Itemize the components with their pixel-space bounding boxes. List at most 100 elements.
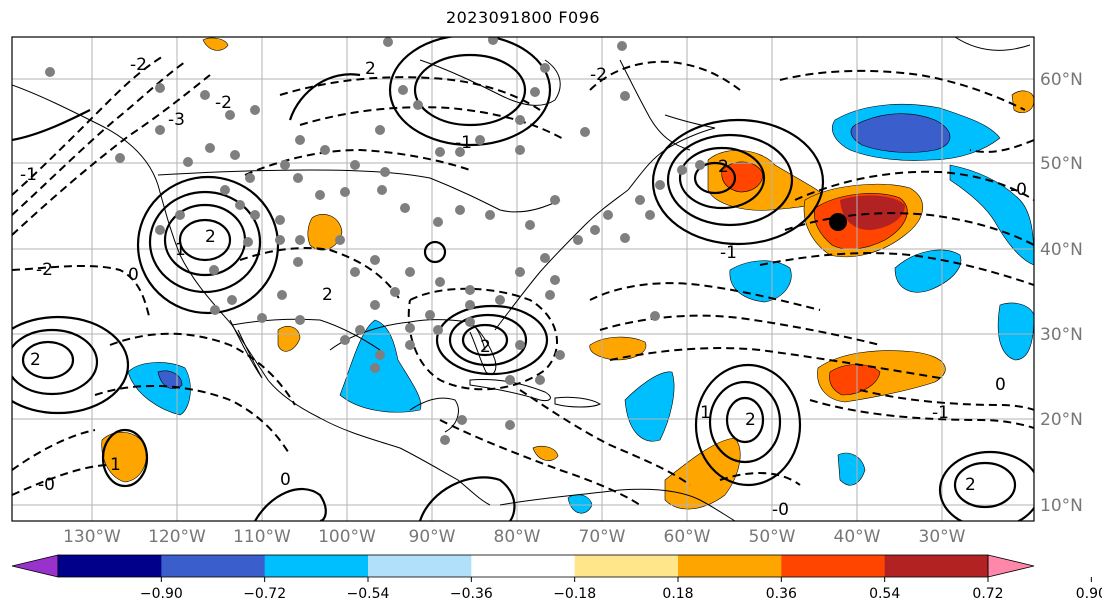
dashed-contour-atlantic-4 bbox=[859, 389, 1034, 411]
colorbar-tick-label: −0.54 bbox=[347, 586, 390, 602]
longitude-tick-label: 110°W bbox=[233, 527, 291, 547]
dashed-contour-northwest-2 bbox=[12, 61, 186, 216]
hudson-bay bbox=[419, 59, 561, 106]
dashed-contour-northwest-3 bbox=[12, 74, 211, 236]
observation-dot bbox=[355, 325, 365, 335]
labrador-coast bbox=[619, 59, 691, 151]
contour-label: 2 bbox=[965, 475, 976, 495]
negative-anomaly-caribbean bbox=[624, 371, 675, 442]
observation-dot bbox=[398, 85, 408, 95]
colorbar-tick-label: 0.72 bbox=[972, 586, 1003, 602]
contour-label: 2 bbox=[322, 285, 333, 305]
dashed-contour-canada-1 bbox=[279, 76, 541, 111]
greenland-south bbox=[954, 37, 1031, 51]
observation-dot bbox=[655, 180, 665, 190]
colorbar-tick-label: 0.90 bbox=[1076, 586, 1102, 602]
observation-dot bbox=[465, 317, 475, 327]
contour-north-central-solid bbox=[288, 73, 361, 121]
dashed-contour-north-atl-2 bbox=[784, 212, 1034, 246]
observation-dot bbox=[370, 255, 380, 265]
observation-dot bbox=[375, 350, 385, 360]
baja-california bbox=[229, 319, 263, 379]
contour-se-atl-2 bbox=[938, 450, 1034, 521]
strong-negative-anomaly-east-pacific bbox=[157, 370, 183, 390]
solid-contours bbox=[12, 37, 1034, 521]
shaded-anomaly-field bbox=[101, 37, 1034, 514]
negative-anomaly-cape-verde bbox=[837, 452, 866, 486]
colorbar-min-arrow bbox=[11, 554, 59, 578]
observation-dot bbox=[515, 267, 525, 277]
observation-dot bbox=[155, 83, 165, 93]
contour-labels: 2 -2 -3 -2 2 1 0 -1 -2 2 -2 2 2 -1 -1 0 … bbox=[20, 55, 1027, 520]
observation-dot bbox=[645, 210, 655, 220]
observation-dot bbox=[465, 300, 475, 310]
observation-dot bbox=[293, 257, 303, 267]
dashed-contour-pacific-south-2 bbox=[12, 464, 111, 496]
dashed-contour-central-us-1 bbox=[239, 247, 401, 301]
observation-dot bbox=[293, 173, 303, 183]
contour-pac-south bbox=[101, 428, 149, 488]
observation-dot bbox=[295, 135, 305, 145]
observation-dot bbox=[220, 185, 230, 195]
contour-label: -1 bbox=[932, 403, 949, 423]
contour-small-south-us bbox=[423, 240, 447, 264]
observation-dot bbox=[505, 420, 515, 430]
contour-hudson-2 bbox=[388, 37, 552, 147]
observation-dot bbox=[455, 205, 465, 215]
contour-low-west-us-3 bbox=[148, 190, 262, 294]
observation-dot bbox=[340, 335, 350, 345]
observation-dot bbox=[515, 340, 525, 350]
observation-dot bbox=[475, 135, 485, 145]
dashed-contour-north-atl-1 bbox=[794, 170, 1034, 201]
observation-dot bbox=[488, 37, 498, 45]
longitude-tick-label: 30°W bbox=[919, 527, 966, 547]
contour-label: 2 bbox=[205, 227, 216, 247]
positive-anomaly-caribbean-small bbox=[532, 445, 559, 461]
contour-gulf-3 bbox=[435, 304, 549, 376]
dashed-contour-central-us-2 bbox=[244, 148, 471, 176]
observation-dot bbox=[580, 127, 590, 137]
observation-dot bbox=[515, 145, 525, 155]
observation-dot bbox=[485, 210, 495, 220]
colorbar-segment bbox=[58, 555, 162, 577]
hispaniola bbox=[554, 396, 602, 408]
observation-dot bbox=[155, 125, 165, 135]
contour-label: 0 bbox=[995, 375, 1006, 395]
contour-label: 0 bbox=[280, 470, 291, 490]
contour-label: 1 bbox=[175, 240, 186, 260]
contour-label: -3 bbox=[168, 110, 185, 130]
observation-dot bbox=[350, 160, 360, 170]
contour-tropical-atl-2 bbox=[708, 380, 782, 464]
contour-label: -0 bbox=[772, 500, 789, 520]
observation-dot bbox=[350, 267, 360, 277]
contour-label: 2 bbox=[480, 337, 491, 357]
observation-dot bbox=[250, 105, 260, 115]
max-positive-anomaly-north-atlantic bbox=[840, 195, 905, 230]
observation-dot bbox=[243, 237, 253, 247]
observation-dot bbox=[535, 375, 545, 385]
observation-dot bbox=[505, 375, 515, 385]
observation-dot bbox=[400, 203, 410, 213]
observation-dot bbox=[383, 37, 393, 47]
observation-dot bbox=[257, 313, 267, 323]
central-america-coast bbox=[319, 417, 491, 506]
colorbar-segment bbox=[574, 555, 679, 577]
latitude-tick-label: 40°N bbox=[1040, 240, 1083, 260]
observation-dot bbox=[225, 110, 235, 120]
contour-tropical-atl-3 bbox=[694, 363, 802, 487]
observation-dot bbox=[433, 217, 443, 227]
longitude-tick-label: 130°W bbox=[63, 527, 121, 547]
observation-dot bbox=[440, 435, 450, 445]
latitude-tick-label: 10°N bbox=[1040, 496, 1083, 516]
yucatan bbox=[409, 397, 459, 433]
observation-dot bbox=[405, 340, 415, 350]
observation-dot bbox=[457, 415, 467, 425]
contour-canada-east-3 bbox=[666, 133, 794, 227]
observation-dot bbox=[495, 295, 505, 305]
longitude-tick-label: 120°W bbox=[148, 527, 206, 547]
observation-dot bbox=[245, 173, 255, 183]
observation-dot bbox=[620, 233, 630, 243]
contour-pacific-sw-3 bbox=[12, 315, 130, 415]
contour-label: -2 bbox=[36, 260, 53, 280]
